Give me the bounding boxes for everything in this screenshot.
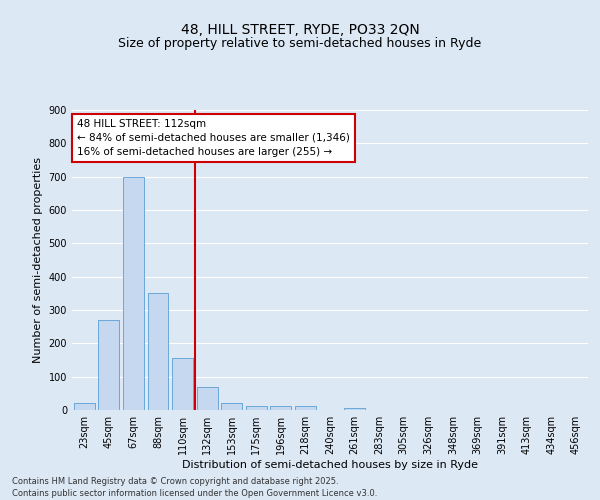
Text: 48 HILL STREET: 112sqm
← 84% of semi-detached houses are smaller (1,346)
16% of : 48 HILL STREET: 112sqm ← 84% of semi-det… (77, 119, 350, 157)
Text: Contains HM Land Registry data © Crown copyright and database right 2025.
Contai: Contains HM Land Registry data © Crown c… (12, 476, 377, 498)
Bar (98, 320, 119, 410)
Bar (74, 404, 95, 410)
X-axis label: Distribution of semi-detached houses by size in Ryde: Distribution of semi-detached houses by … (182, 460, 478, 470)
Text: Size of property relative to semi-detached houses in Ryde: Size of property relative to semi-detach… (118, 38, 482, 51)
Bar (246, 406, 267, 410)
Bar (295, 406, 316, 410)
Bar (123, 176, 144, 410)
Bar (344, 408, 365, 410)
Bar (172, 358, 193, 410)
Bar (148, 294, 169, 410)
Bar (271, 406, 292, 410)
Text: 48, HILL STREET, RYDE, PO33 2QN: 48, HILL STREET, RYDE, PO33 2QN (181, 22, 419, 36)
Bar (221, 402, 242, 410)
Bar (197, 388, 218, 410)
Y-axis label: Number of semi-detached properties: Number of semi-detached properties (33, 157, 43, 363)
